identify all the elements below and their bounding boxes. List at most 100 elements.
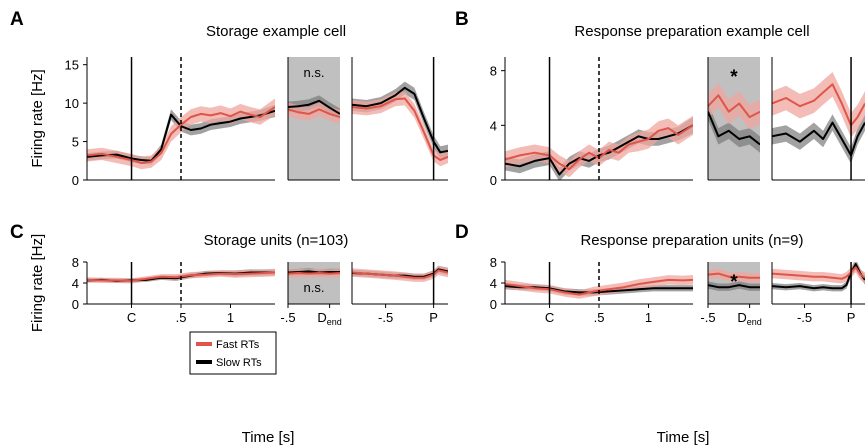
x-tick-label-text: 1 [645,310,652,325]
segment-1 [504,57,693,181]
x-tick-label-subscript: end [747,317,762,327]
x-tick-label-text: C [127,310,136,325]
y-tick-label: 10 [65,96,79,111]
x-tick-label: Dend [317,310,341,327]
x-tick-label-text: -.5 [797,310,812,325]
panel-title: Response preparation example cell [574,23,809,40]
not-significant-label: n.s. [304,280,325,295]
x-tick-label: .5 [594,310,605,325]
slow-rt-line [708,111,760,146]
x-tick-label: -.5 [797,310,812,325]
significance-star: * [730,67,738,88]
x-tick-label-text: -.5 [378,310,393,325]
slow-rt-band [708,103,760,153]
x-tick-label-subscript: end [327,317,342,327]
fast-rt-line [505,278,693,296]
segment-plot [708,83,760,153]
x-axis-label-left: Time [s] [242,429,295,446]
x-tick-label-text: C [545,310,554,325]
x-tick-label-text: P [847,310,856,325]
slow-rt-line [288,99,340,115]
segment-2: * [707,57,760,181]
segment-plot [352,81,448,167]
fast-rt-line [708,272,760,279]
fast-rt-band [708,83,760,130]
fast-rt-line [708,94,760,119]
segment-plot [87,98,275,170]
slow-rt-line [87,109,275,162]
fast-rt-line [505,124,693,171]
panel-letter: A [10,9,24,30]
x-tick-label-text: -.5 [700,310,715,325]
x-tick-label-text: D [317,310,326,325]
x-tick-label: P [847,310,856,325]
segment-1: C .5 1 [504,262,693,325]
segment-1: C .5 1 [86,262,275,325]
slow-rt-line [288,270,340,274]
segment-2: n.s. [287,57,340,181]
fast-rt-band [772,72,865,138]
segment-plot [352,265,448,282]
x-tick-label-text: D [737,310,746,325]
slow-rt-band [772,262,865,292]
x-tick-label-text: 1 [227,310,234,325]
panel-d: D Response preparation units (n=9) C .5 1 -.5… [455,222,865,327]
x-tick-label-text: P [429,310,438,325]
legend-label-slow: Slow RTs [216,357,262,369]
panel-letter: B [455,9,469,30]
x-tick-label: -.5 [700,310,715,325]
y-tick-label: 15 [65,58,79,73]
x-tick-label: P [429,310,438,325]
panel-letter: C [10,222,24,243]
y-tick-label: 8 [490,255,497,270]
fast-rt-band [352,91,448,167]
segment-plot [708,268,760,291]
segment-plot [288,268,340,278]
slow-rt-line [708,284,760,289]
fast-rt-line [87,106,275,165]
y-tick-label: 0 [490,297,497,312]
y-tick-label: 4 [72,276,79,291]
fast-rt-band [288,102,340,124]
slow-rt-line [772,121,865,157]
segment-3 [771,57,865,181]
x-tick-label-text: .5 [594,310,605,325]
slow-rt-line [352,86,448,154]
y-tick-label: 0 [490,173,497,188]
panel-c: C Storage units (n=103)C .5 1 -.5 Dendn.s.-.5… [10,222,448,332]
segment-plot [772,72,865,164]
fast-rt-band [708,268,760,283]
fast-rt-line [87,271,275,282]
y-tick-label: 5 [72,135,79,150]
panel-a: A Storage example cell n.s. 0 5 10 15 Firing ra… [10,9,448,188]
segment-plot [288,95,340,124]
slow-rt-line [505,285,693,294]
y-tick-label: 4 [490,118,497,133]
segment-3: -.5 P [771,262,865,325]
segment-plot [505,115,693,180]
legend: Fast RTs Slow RTs [189,331,277,375]
x-axis-label-right: Time [s] [657,429,710,446]
not-significant-label: n.s. [304,65,325,80]
x-tick-label: C [127,310,136,325]
x-tick-label: .5 [176,310,187,325]
fast-rt-line [772,83,865,127]
x-tick-label: 1 [645,310,652,325]
x-tick-label: -.5 [378,310,393,325]
legend-box [189,331,277,375]
y-tick-label: 0 [72,297,79,312]
y-tick-label: 8 [72,255,79,270]
y-tick-label: 0 [72,173,79,188]
segment-2: -.5 Dend n.s. [280,262,342,327]
x-tick-label-text: .5 [176,310,187,325]
legend-label-fast: Fast RTs [216,339,260,351]
slow-rt-band [772,114,865,164]
fast-rt-line [288,108,340,118]
panel-title: Storage units (n=103) [204,232,349,249]
panel-letter: D [455,222,469,243]
panel-title: Response preparation units (n=9) [580,232,803,249]
x-tick-label: -.5 [280,310,295,325]
segment-1 [86,57,275,181]
significance-star: * [730,272,738,293]
